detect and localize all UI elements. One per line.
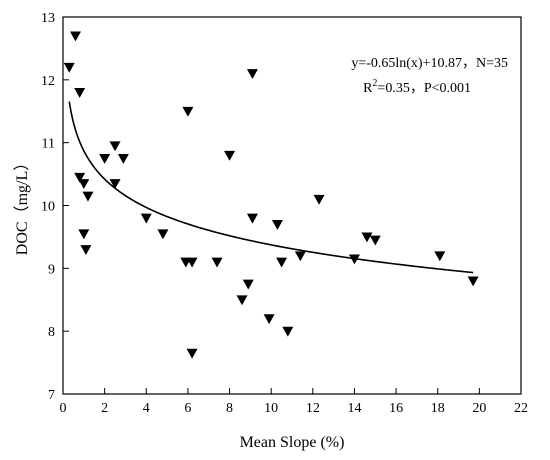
data-point (182, 106, 194, 117)
data-point (313, 194, 325, 205)
data-point (211, 257, 223, 268)
data-point (294, 251, 306, 262)
data-point (109, 141, 121, 152)
r2-rest: =0.35，P<0.001 (377, 81, 471, 96)
data-point (186, 257, 198, 268)
data-points (63, 31, 479, 359)
data-point (157, 229, 169, 240)
data-point (74, 88, 86, 98)
axis-ticks: 0 2 4 6 8 10 12 14 16 18 20 22 7 8 9 10 11 12 13 (41, 11, 528, 416)
x-tick-label: 10 (264, 401, 278, 416)
r2-superscript: 2 (372, 78, 377, 89)
data-point (78, 229, 90, 240)
r2-prefix: R (363, 81, 373, 96)
data-point (276, 257, 288, 268)
data-point (369, 235, 381, 246)
y-tick-label: 11 (42, 137, 55, 152)
x-axis-label: Mean Slope (%) (240, 434, 345, 451)
x-tick-label: 20 (472, 401, 486, 416)
data-point (224, 150, 236, 161)
x-tick-label: 16 (389, 401, 403, 416)
data-point (186, 348, 198, 359)
data-point (80, 245, 92, 255)
data-point (140, 213, 152, 224)
y-tick-label: 10 (41, 200, 55, 215)
x-tick-label: 18 (431, 401, 445, 416)
data-point (109, 179, 121, 190)
data-point (236, 295, 248, 306)
x-tick-label: 14 (347, 401, 361, 416)
x-tick-label: 0 (60, 401, 67, 416)
fit-stats: R2=0.35，P<0.001 (363, 78, 471, 96)
data-point (63, 62, 75, 73)
data-point (434, 251, 446, 262)
data-point (246, 213, 258, 224)
x-tick-label: 8 (226, 401, 233, 416)
y-axis-label: DOC（mg/L） (13, 155, 31, 255)
data-point (467, 276, 479, 287)
data-point (246, 69, 258, 80)
data-point (69, 31, 81, 42)
data-point (78, 179, 90, 190)
data-point (82, 191, 94, 202)
fit-equation: y=-0.65ln(x)+10.87，N=35 (351, 56, 508, 71)
y-tick-label: 8 (48, 325, 55, 340)
data-point (282, 326, 294, 337)
data-point (348, 254, 360, 265)
data-point (361, 232, 373, 243)
x-tick-label: 12 (306, 401, 320, 416)
data-point (263, 314, 275, 325)
fit-curve (68, 101, 474, 274)
y-tick-label: 12 (41, 74, 55, 89)
data-point (271, 219, 283, 230)
y-tick-label: 13 (41, 11, 55, 26)
data-point (117, 153, 129, 164)
x-tick-label: 4 (143, 401, 150, 416)
data-point (242, 279, 254, 290)
plot-frame (62, 16, 522, 395)
y-tick-label: 7 (48, 388, 55, 403)
x-tick-label: 22 (514, 401, 528, 416)
y-tick-label: 9 (48, 262, 55, 277)
x-tick-label: 2 (101, 401, 108, 416)
x-tick-label: 6 (184, 401, 191, 416)
fit-curve-group (68, 101, 474, 274)
data-point (99, 153, 111, 164)
data-point (74, 172, 86, 183)
